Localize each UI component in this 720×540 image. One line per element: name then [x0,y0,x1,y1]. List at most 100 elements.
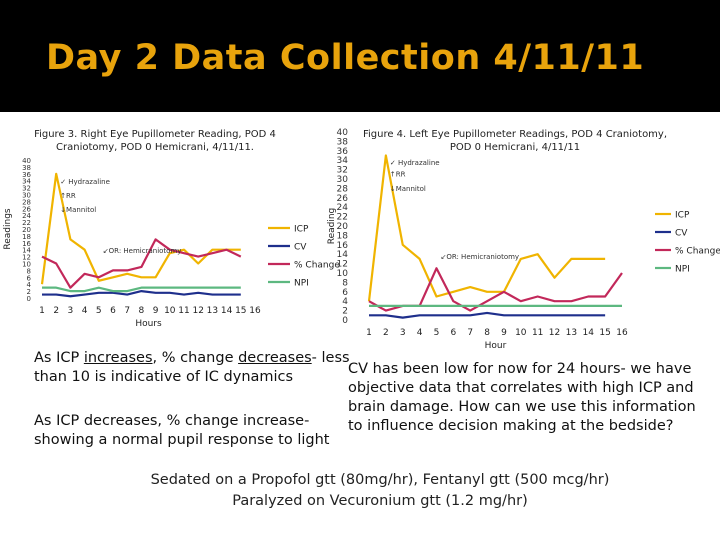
left-chart-x-tick: 14 [583,328,595,338]
right-chart-annotation: ✓ Hydrazaline [60,178,110,186]
right-chart-x-tick: 16 [249,306,261,316]
left-chart-x-label: Hour [485,341,507,350]
sedation-line-2: Paralyzed on Vecuronium gtt (1.2 mg/hr) [232,493,528,509]
left-chart-legend-cv: CV [675,229,688,239]
left-chart-legend-change: % Change [675,247,720,257]
left-chart-y-tick: 34 [337,156,349,166]
right-chart-svg: Figure 3. Right Eye Pupillometer Reading… [3,129,340,329]
left-chart-y-tick: 4 [342,297,348,307]
left-chart-y-tick: 2 [342,307,348,317]
left-chart-svg: Figure 4. Left Eye Pupillometer Readings… [327,128,720,351]
right-chart-x-tick: 9 [153,306,159,316]
left-chart-x-tick: 15 [599,328,610,338]
left-chart-y-tick: 8 [342,278,348,288]
left-chart-annotation: ↓Mannitol [390,185,426,193]
right-chart-annotation: ↙OR: Hemicraniotomy [103,247,182,255]
left-chart-y-tick: 36 [337,147,349,157]
right-chart-series-cv [42,290,241,298]
left-chart-x-tick: 8 [484,328,490,338]
right-chart-x-tick: 12 [192,306,203,316]
left-chart-y-tick: 22 [337,213,348,223]
left-chart-series-icp [367,154,606,302]
left-chart-x-tick: 2 [383,328,389,338]
left-chart-x-tick: 1 [366,328,372,338]
right-chart-legend-icp: ICP [294,225,309,235]
right-chart-x-tick: 2 [53,306,59,316]
left-chart-y-tick: 18 [337,231,349,241]
right-chart-y-tick: 6 [27,274,32,282]
left-chart-y-tick: 14 [337,250,349,260]
right-chart-y-tick: 36 [22,171,31,179]
left-chart-x-tick: 13 [566,328,577,338]
left-chart-y-tick: 20 [337,222,349,232]
right-chart-x-tick: 8 [139,306,145,316]
left-chart-x-tick: 12 [549,328,560,338]
left-chart-x-tick: 16 [616,328,628,338]
right-chart-y-tick: 24 [22,212,31,220]
left-chart-x-tick: 6 [450,328,456,338]
sedation-info: Sedated on a Propofol gtt (80mg/hr), Fen… [100,470,660,512]
left-chart-x-tick: 7 [467,328,473,338]
left-chart-x-tick: 10 [515,328,527,338]
right-chart-x-label: Hours [135,319,162,329]
left-chart-y-tick: 10 [337,269,349,279]
right-chart-x-tick: 6 [110,306,116,316]
right-chart-x-tick: 3 [68,306,74,316]
right-chart-x-tick: 1 [39,306,45,316]
right-chart-legend-change: % Change [294,261,340,271]
right-chart-title-line: Craniotomy, POD 0 Hemicrani, 4/11/11. [56,142,254,153]
right-chart-y-tick: 14 [22,247,31,255]
title-banner [0,0,720,112]
right-chart-y-tick: 28 [22,198,31,206]
right-chart-y-tick: 4 [27,281,32,289]
right-chart-y-tick: 16 [22,240,31,248]
right-chart-y-tick: 22 [22,219,31,227]
left-chart-legend-npi: NPI [675,265,690,275]
right-chart-legend-cv: CV [294,243,307,253]
right-chart-y-tick: 30 [22,192,31,200]
left-chart-x-tick: 11 [532,328,543,338]
left-chart-y-tick: 38 [337,137,349,147]
left-chart-y-tick: 30 [337,175,349,185]
right-chart-series-npi [42,286,241,293]
sedation-line-1: Sedated on a Propofol gtt (80mg/hr), Fen… [150,472,610,488]
right-chart-x-tick: 5 [96,306,102,316]
right-eye-chart: Figure 3. Right Eye Pupillometer Reading… [0,120,345,340]
right-chart-y-tick: 20 [22,226,31,234]
right-chart-legend-npi: NPI [294,279,309,289]
right-chart-x-tick: 11 [178,306,189,316]
left-chart-x-tick: 4 [417,328,423,338]
left-chart-annotation: ↙OR: Hemicraniotomy [440,253,519,261]
right-chart-x-tick: 7 [124,306,130,316]
left-chart-y-tick: 12 [337,260,348,270]
right-chart-y-tick: 12 [22,254,31,262]
right-chart-annotation: ↓Mannitol [60,206,96,214]
right-chart-y-tick: 26 [22,205,31,213]
left-chart-y-tick: 16 [337,241,349,251]
left-chart-y-tick: 26 [337,194,349,204]
right-chart-y-tick: 18 [22,233,31,241]
right-chart-y-tick: 32 [22,185,31,193]
left-chart-series-change [368,267,623,312]
cv-note: CV has been low for now for 24 hours- we… [348,361,696,434]
right-chart-series-change [41,238,242,289]
left-chart-annotation: ✓ Hydrazaline [390,159,440,167]
right-chart-x-tick: 4 [82,306,88,316]
right-chart-x-tick: 13 [207,306,218,316]
left-chart-x-tick: 3 [400,328,406,338]
left-chart-x-tick: 9 [501,328,507,338]
left-chart-y-tick: 24 [337,203,349,213]
left-chart-y-tick: 40 [337,128,349,138]
right-chart-y-tick: 10 [22,261,31,269]
right-chart-annotation: ↑RR [60,192,76,200]
icp-decrease-note: As ICP decreases, % change increase- sho… [34,413,330,448]
right-chart-x-tick: 14 [221,306,233,316]
right-chart-y-tick: 8 [27,267,31,275]
right-chart-y-tick: 2 [27,288,31,296]
right-chart-title-line: Figure 3. Right Eye Pupillometer Reading… [34,129,276,140]
left-chart-title-line: Figure 4. Left Eye Pupillometer Readings… [363,129,667,140]
right-chart-y-tick: 38 [22,164,31,172]
right-chart-y-label: Readings [3,208,13,250]
slide-title: Day 2 Data Collection 4/11/11 [46,38,645,78]
right-chart-y-tick: 40 [22,157,31,165]
